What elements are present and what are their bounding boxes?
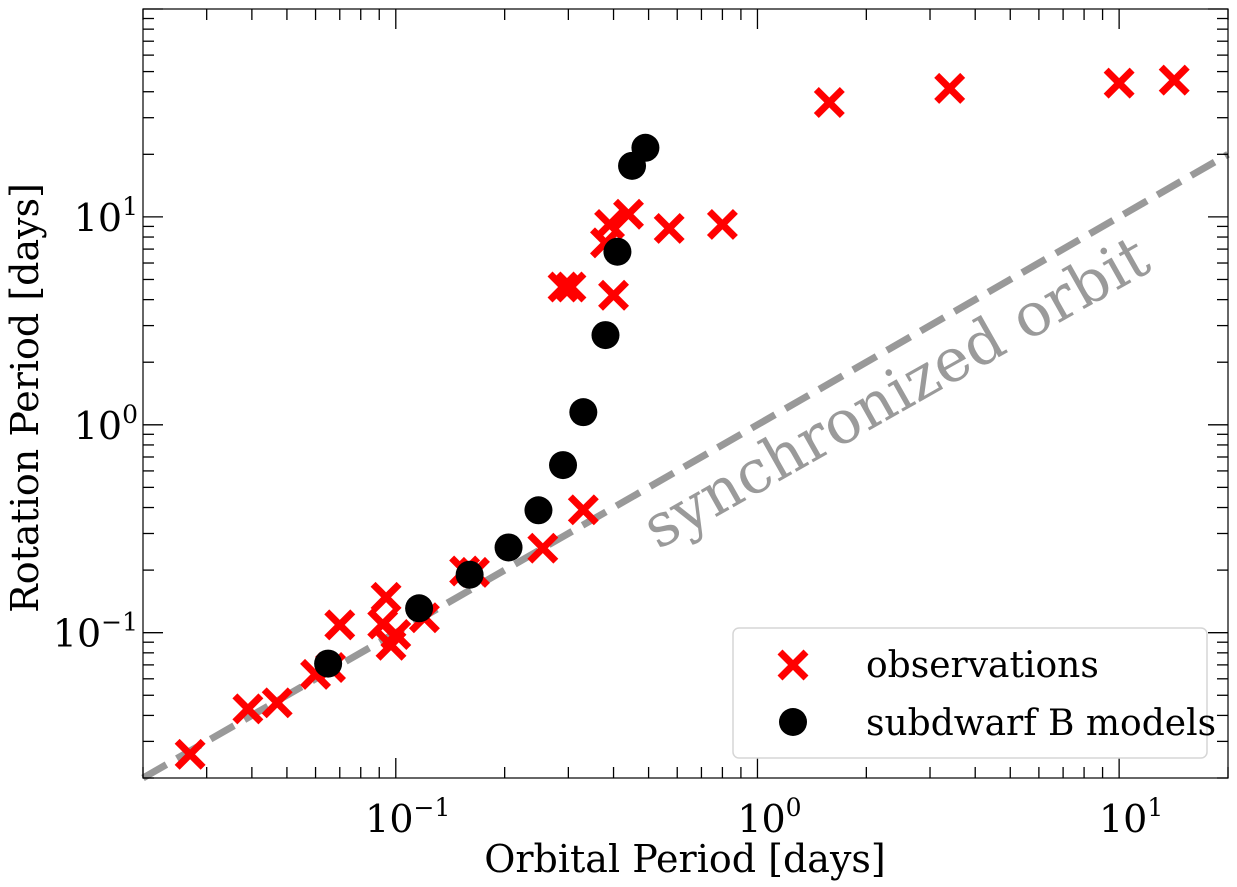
model-point bbox=[455, 560, 484, 589]
legend-label-observations: observations bbox=[866, 645, 1099, 686]
y-tick-exponent: −1 bbox=[101, 608, 138, 637]
y-tick-exponent: 1 bbox=[122, 192, 138, 221]
observation-x-stroke bbox=[653, 212, 685, 244]
observation-x-stroke bbox=[324, 609, 356, 641]
observation-x-stroke bbox=[1158, 64, 1190, 96]
model-point bbox=[405, 594, 434, 623]
observation-x-stroke bbox=[555, 271, 587, 303]
y-axis-title: Rotation Period [days] bbox=[3, 183, 47, 613]
model-point bbox=[631, 133, 660, 162]
observation-x-stroke bbox=[598, 279, 630, 311]
model-point bbox=[524, 496, 553, 525]
observation-point bbox=[261, 687, 293, 719]
observation-point bbox=[232, 693, 264, 725]
observation-point bbox=[555, 271, 587, 303]
observation-x-stroke bbox=[1103, 67, 1135, 99]
y-tick-base: 10 bbox=[74, 404, 122, 448]
observation-x-stroke bbox=[613, 198, 644, 230]
observation-point bbox=[813, 87, 845, 118]
observation-x-stroke bbox=[590, 227, 621, 259]
axis-ticks bbox=[142, 8, 1229, 779]
observation-point bbox=[934, 72, 966, 104]
observation-x-stroke bbox=[261, 687, 293, 719]
observation-x-stroke bbox=[706, 208, 738, 240]
observation-point bbox=[527, 532, 559, 564]
x-tick-exponent: 1 bbox=[1147, 793, 1163, 822]
x-tick-base: 10 bbox=[1099, 797, 1147, 841]
legend-label-models: subdwarf B models bbox=[866, 703, 1216, 744]
x-tick-label: 101 bbox=[1099, 793, 1163, 841]
observation-point bbox=[547, 271, 579, 303]
observation-point bbox=[567, 494, 599, 526]
observation-point bbox=[370, 581, 402, 613]
observation-point bbox=[174, 738, 206, 770]
observation-point bbox=[598, 279, 630, 311]
model-point bbox=[603, 237, 632, 266]
observation-point bbox=[324, 609, 356, 641]
legend-marker-observations bbox=[777, 649, 809, 681]
observation-x-stroke bbox=[174, 738, 206, 770]
observation-x-stroke bbox=[567, 494, 599, 526]
y-tick-labels: 10−1 100 101 bbox=[53, 192, 138, 656]
observation-point bbox=[380, 619, 412, 650]
plot-frame bbox=[142, 8, 1229, 779]
observation-x-stroke bbox=[934, 72, 966, 104]
x-axis-title: Orbital Period [days] bbox=[484, 837, 886, 881]
model-point bbox=[569, 398, 598, 427]
observation-point bbox=[1158, 64, 1190, 96]
y-tick-base: 10 bbox=[74, 196, 122, 240]
y-tick-exponent: 0 bbox=[122, 400, 138, 429]
legend-box bbox=[732, 627, 1208, 759]
x-tick-label: 10−1 bbox=[365, 793, 450, 841]
legend-x-stroke bbox=[777, 649, 809, 681]
x-tick-base: 10 bbox=[365, 797, 413, 841]
legend-marker-models bbox=[779, 708, 807, 736]
model-point bbox=[549, 451, 578, 480]
x-tick-exponent: 0 bbox=[786, 793, 802, 822]
legend: observations subdwarf B models bbox=[732, 627, 1216, 759]
x-tick-label: 100 bbox=[737, 793, 801, 841]
observation-x-stroke bbox=[547, 271, 579, 303]
observation-x-stroke bbox=[370, 581, 402, 613]
x-tick-base: 10 bbox=[737, 797, 785, 841]
y-tick-label: 101 bbox=[74, 192, 138, 240]
observation-point bbox=[653, 212, 685, 244]
observation-x-stroke bbox=[527, 532, 559, 564]
observation-point bbox=[706, 208, 738, 240]
observation-x-stroke bbox=[232, 693, 264, 725]
observation-point bbox=[1103, 67, 1135, 99]
x-tick-exponent: −1 bbox=[414, 793, 451, 822]
y-tick-label: 10−1 bbox=[53, 608, 138, 656]
y-tick-label: 100 bbox=[74, 400, 138, 448]
observation-x-stroke bbox=[813, 87, 845, 118]
model-point bbox=[591, 321, 620, 350]
observation-point bbox=[613, 198, 644, 230]
model-point bbox=[314, 649, 343, 678]
data-marks bbox=[174, 64, 1190, 770]
observation-x-stroke bbox=[380, 619, 412, 650]
observation-x-stroke bbox=[594, 208, 626, 240]
y-tick-base: 10 bbox=[53, 612, 101, 656]
model-point bbox=[494, 533, 523, 562]
x-tick-labels: 10−1 100 101 bbox=[365, 793, 1163, 841]
observation-point bbox=[594, 208, 626, 240]
